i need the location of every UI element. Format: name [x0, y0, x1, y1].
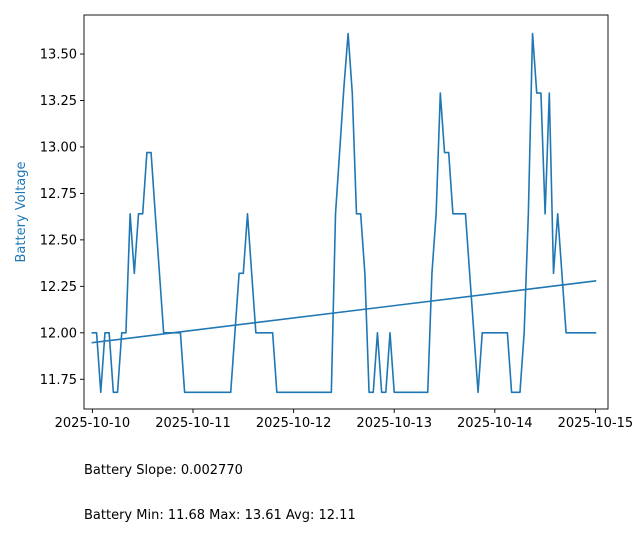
y-tick-label: 11.75: [40, 373, 77, 388]
voltage-series-line: [91, 32, 597, 394]
x-tick-label: 2025-10-14: [457, 416, 533, 431]
data-layer: [91, 32, 597, 394]
y-tick-label: 13.50: [40, 48, 77, 63]
x-tick-label: 2025-10-10: [55, 416, 131, 431]
y-tick-label: 12.00: [40, 326, 77, 341]
y-axis-label: Battery Voltage: [14, 161, 29, 262]
axes-frame: [83, 14, 609, 410]
trend-line: [91, 280, 597, 344]
battery-summary-text: Battery Min: 11.68 Max: 13.61 Avg: 12.11: [84, 508, 356, 523]
axes: 11.75 12.00 12.25 12.50 12.75 13.00 13.25 13.50…: [40, 14, 634, 431]
battery-slope-text: Battery Slope: 0.002770: [84, 463, 243, 478]
battery-voltage-chart: 11.75 12.00 12.25 12.50 12.75 13.00 13.25 13.50…: [14, 14, 634, 431]
x-tick-label: 2025-10-12: [256, 416, 332, 431]
x-tick-label: 2025-10-13: [356, 416, 432, 431]
stats-footer: Battery Slope: 0.002770 Battery Min: 11.…: [84, 433, 356, 538]
plot-area: [84, 15, 608, 409]
y-tick-label: 12.75: [40, 187, 77, 202]
plot-background: [84, 15, 608, 409]
y-tick-label: 12.50: [40, 233, 77, 248]
x-tick-label: 2025-10-15: [558, 416, 634, 431]
y-tick-label: 13.25: [40, 94, 77, 109]
y-tick-label: 12.25: [40, 280, 77, 295]
y-tick-label: 13.00: [40, 140, 77, 155]
x-tick-label: 2025-10-11: [155, 416, 231, 431]
